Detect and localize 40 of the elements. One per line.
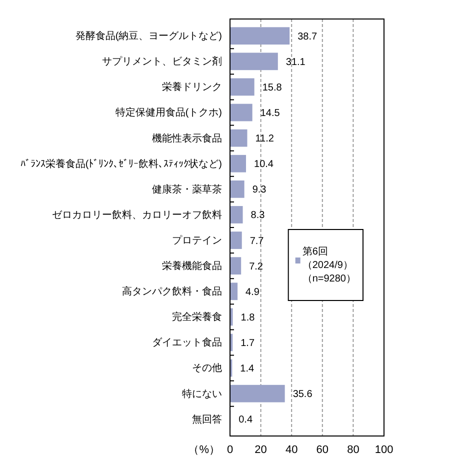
data-label: 7.7	[250, 236, 264, 247]
y-tick-label: 栄養ドリンク	[162, 81, 222, 94]
y-tick-label: プロテイン	[172, 234, 222, 246]
data-label: 8.3	[250, 210, 266, 222]
y-tick-label: 発酵食品(納豆、ヨーグルトなど)	[75, 30, 222, 42]
x-tick-label: 100	[374, 444, 394, 456]
x-tick-label: 80	[347, 444, 360, 456]
data-label: 38.7	[298, 31, 318, 42]
data-label: 35.6	[292, 389, 313, 400]
data-label: 7.2	[249, 261, 264, 272]
y-tick-label: 完全栄養食	[172, 311, 222, 324]
y-tick-label: ゼロカロリー飲料、カロリーオフ飲料	[52, 208, 222, 221]
data-label: 11.2	[255, 134, 274, 145]
y-tick-label: ダイエット食品	[152, 336, 222, 349]
y-tick-label: サプリメント、ビタミン剤	[102, 56, 222, 68]
y-tick-label: ﾊﾞﾗﾝｽ栄養食品(ﾄﾞﾘﾝｸ､ｾﾞﾘｰ飲料､ｽﾃｨｯｸ状など)	[20, 158, 222, 170]
y-tick-label: 栄養機能食品	[162, 260, 222, 272]
data-label: 31.1	[286, 56, 306, 68]
y-tick-label: 高タンパク飲料・食品	[122, 286, 222, 298]
data-label: 1.7	[240, 338, 255, 349]
y-tick-label: 特にない	[182, 388, 222, 400]
data-label: 1.8	[240, 312, 256, 324]
data-label: 10.4	[254, 159, 274, 170]
x-tick-label: 40	[285, 444, 298, 456]
x-tick-label: 60	[316, 444, 329, 456]
data-label: 9.3	[252, 184, 267, 196]
x-axis-title: （%）	[188, 444, 220, 456]
data-label: 14.5	[260, 108, 280, 120]
x-tick-label: 20	[254, 444, 267, 456]
data-label: 1.4	[240, 364, 254, 375]
x-tick-label: 0	[226, 444, 234, 456]
data-label: 0.4	[238, 414, 253, 426]
data-label: 15.8	[262, 82, 282, 94]
legend-label: 第6回（2024/9）（n=9280）	[302, 246, 356, 284]
y-tick-label: その他	[192, 362, 222, 374]
y-tick-label: 機能性表示食品	[152, 132, 222, 144]
data-label: 4.9	[246, 286, 260, 298]
y-tick-label: 特定保健用食品(トクホ)	[115, 106, 222, 119]
y-tick-label: 健康茶・薬草茶	[152, 183, 222, 196]
y-tick-label: 無回答	[192, 413, 222, 426]
